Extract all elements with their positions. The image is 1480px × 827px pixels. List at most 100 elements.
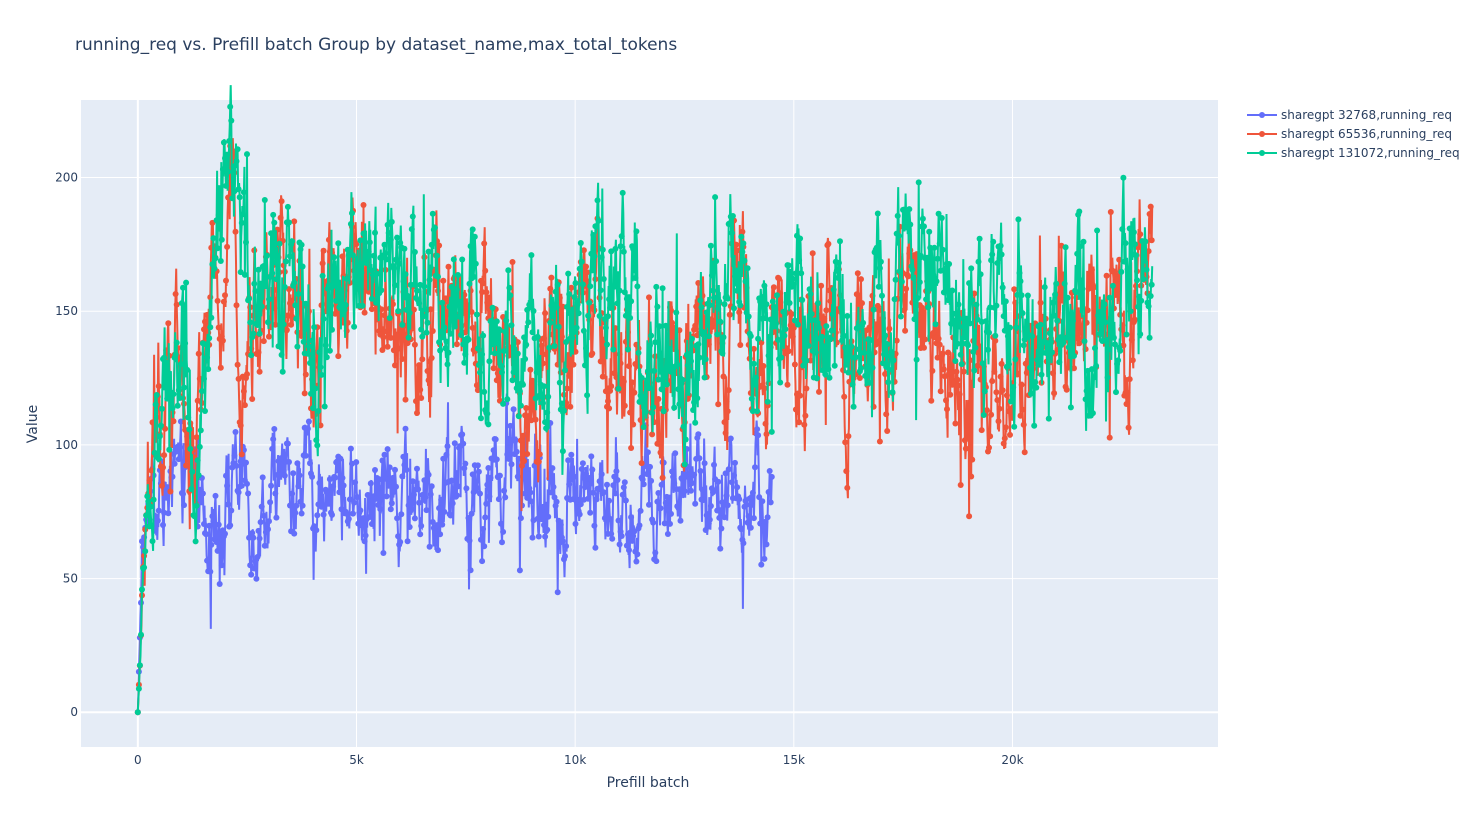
series-point [380, 550, 387, 556]
series-point [590, 489, 597, 496]
series-point [717, 545, 724, 552]
series-point [925, 304, 932, 311]
series-point [420, 313, 427, 320]
series-point [309, 337, 316, 344]
series-point [384, 221, 391, 228]
series-point [196, 443, 203, 450]
series-point [644, 449, 651, 456]
series-point [1028, 390, 1034, 397]
series-point [884, 428, 891, 434]
series-point [715, 478, 722, 485]
series-point [1080, 238, 1087, 245]
series-point [1077, 243, 1084, 250]
series-point [879, 292, 885, 299]
series-point [568, 309, 575, 316]
series-point [609, 300, 616, 307]
series-point [542, 533, 549, 540]
series-point [695, 431, 702, 438]
series-point [260, 338, 267, 345]
series-point [474, 345, 481, 352]
series-point [155, 507, 162, 514]
series-point [721, 514, 728, 521]
series-point [901, 307, 907, 314]
series-point [468, 309, 475, 315]
series-point [449, 500, 456, 507]
series-point [308, 390, 314, 397]
series-point [390, 265, 397, 272]
series-point [409, 213, 416, 220]
series-point [835, 259, 842, 266]
series-point [163, 359, 170, 366]
series-point [906, 206, 913, 213]
series-point [787, 268, 794, 275]
x-tick-label: 5k [349, 753, 364, 767]
series-point [716, 298, 723, 305]
series-point [273, 276, 280, 283]
series-point [467, 243, 474, 250]
series-point [999, 387, 1006, 394]
series-point [423, 329, 430, 336]
series-point [627, 409, 634, 416]
series-point [435, 547, 441, 554]
series-point [770, 284, 777, 291]
series-point [204, 557, 211, 564]
series-point [445, 349, 452, 356]
series-point [517, 515, 524, 522]
series-point [382, 475, 389, 482]
series-point [201, 326, 207, 333]
series-point [723, 492, 730, 499]
series-point [876, 265, 883, 272]
series-point [1128, 336, 1135, 343]
series-point [451, 323, 458, 330]
series-point [336, 489, 343, 496]
series-point [996, 405, 1003, 412]
series-point [621, 289, 628, 296]
series-point [186, 426, 193, 433]
series-point [932, 321, 939, 328]
series-point [426, 543, 433, 550]
series-point [451, 440, 458, 447]
series-point [572, 280, 579, 287]
series-point [246, 295, 253, 302]
series-point [720, 334, 727, 341]
series-point [576, 511, 583, 518]
series-point [733, 241, 740, 248]
series-point [785, 348, 792, 355]
series-point [1024, 292, 1031, 299]
series-point [271, 219, 278, 226]
series-point [586, 299, 593, 306]
series-point [215, 324, 222, 331]
series-point [825, 240, 832, 247]
series-point [313, 437, 320, 444]
series-point [916, 279, 923, 286]
series-point [207, 324, 214, 331]
series-point [477, 369, 483, 376]
series-point [642, 408, 649, 415]
series-point [731, 305, 737, 312]
series-point [439, 521, 446, 528]
series-point [656, 441, 663, 448]
series-point [807, 291, 814, 297]
series-point [838, 305, 844, 311]
series-point [957, 482, 964, 488]
series-point [628, 298, 635, 305]
series-point [402, 396, 409, 403]
series-point [630, 421, 637, 428]
series-point [214, 547, 221, 554]
series-point [784, 381, 791, 388]
chart-title: running_req vs. Prefill batch Group by d… [75, 35, 677, 55]
series-point [891, 296, 898, 303]
series-point [868, 353, 875, 360]
series-point [138, 631, 144, 638]
series-point [177, 361, 184, 368]
series-point [788, 311, 795, 317]
series-point [406, 309, 413, 316]
series-point [797, 392, 804, 399]
series-point [435, 273, 441, 280]
series-point [365, 492, 372, 499]
series-point [254, 554, 261, 560]
series-point [552, 288, 559, 295]
series-point [767, 499, 774, 506]
series-point [251, 565, 258, 572]
series-point [646, 385, 652, 392]
